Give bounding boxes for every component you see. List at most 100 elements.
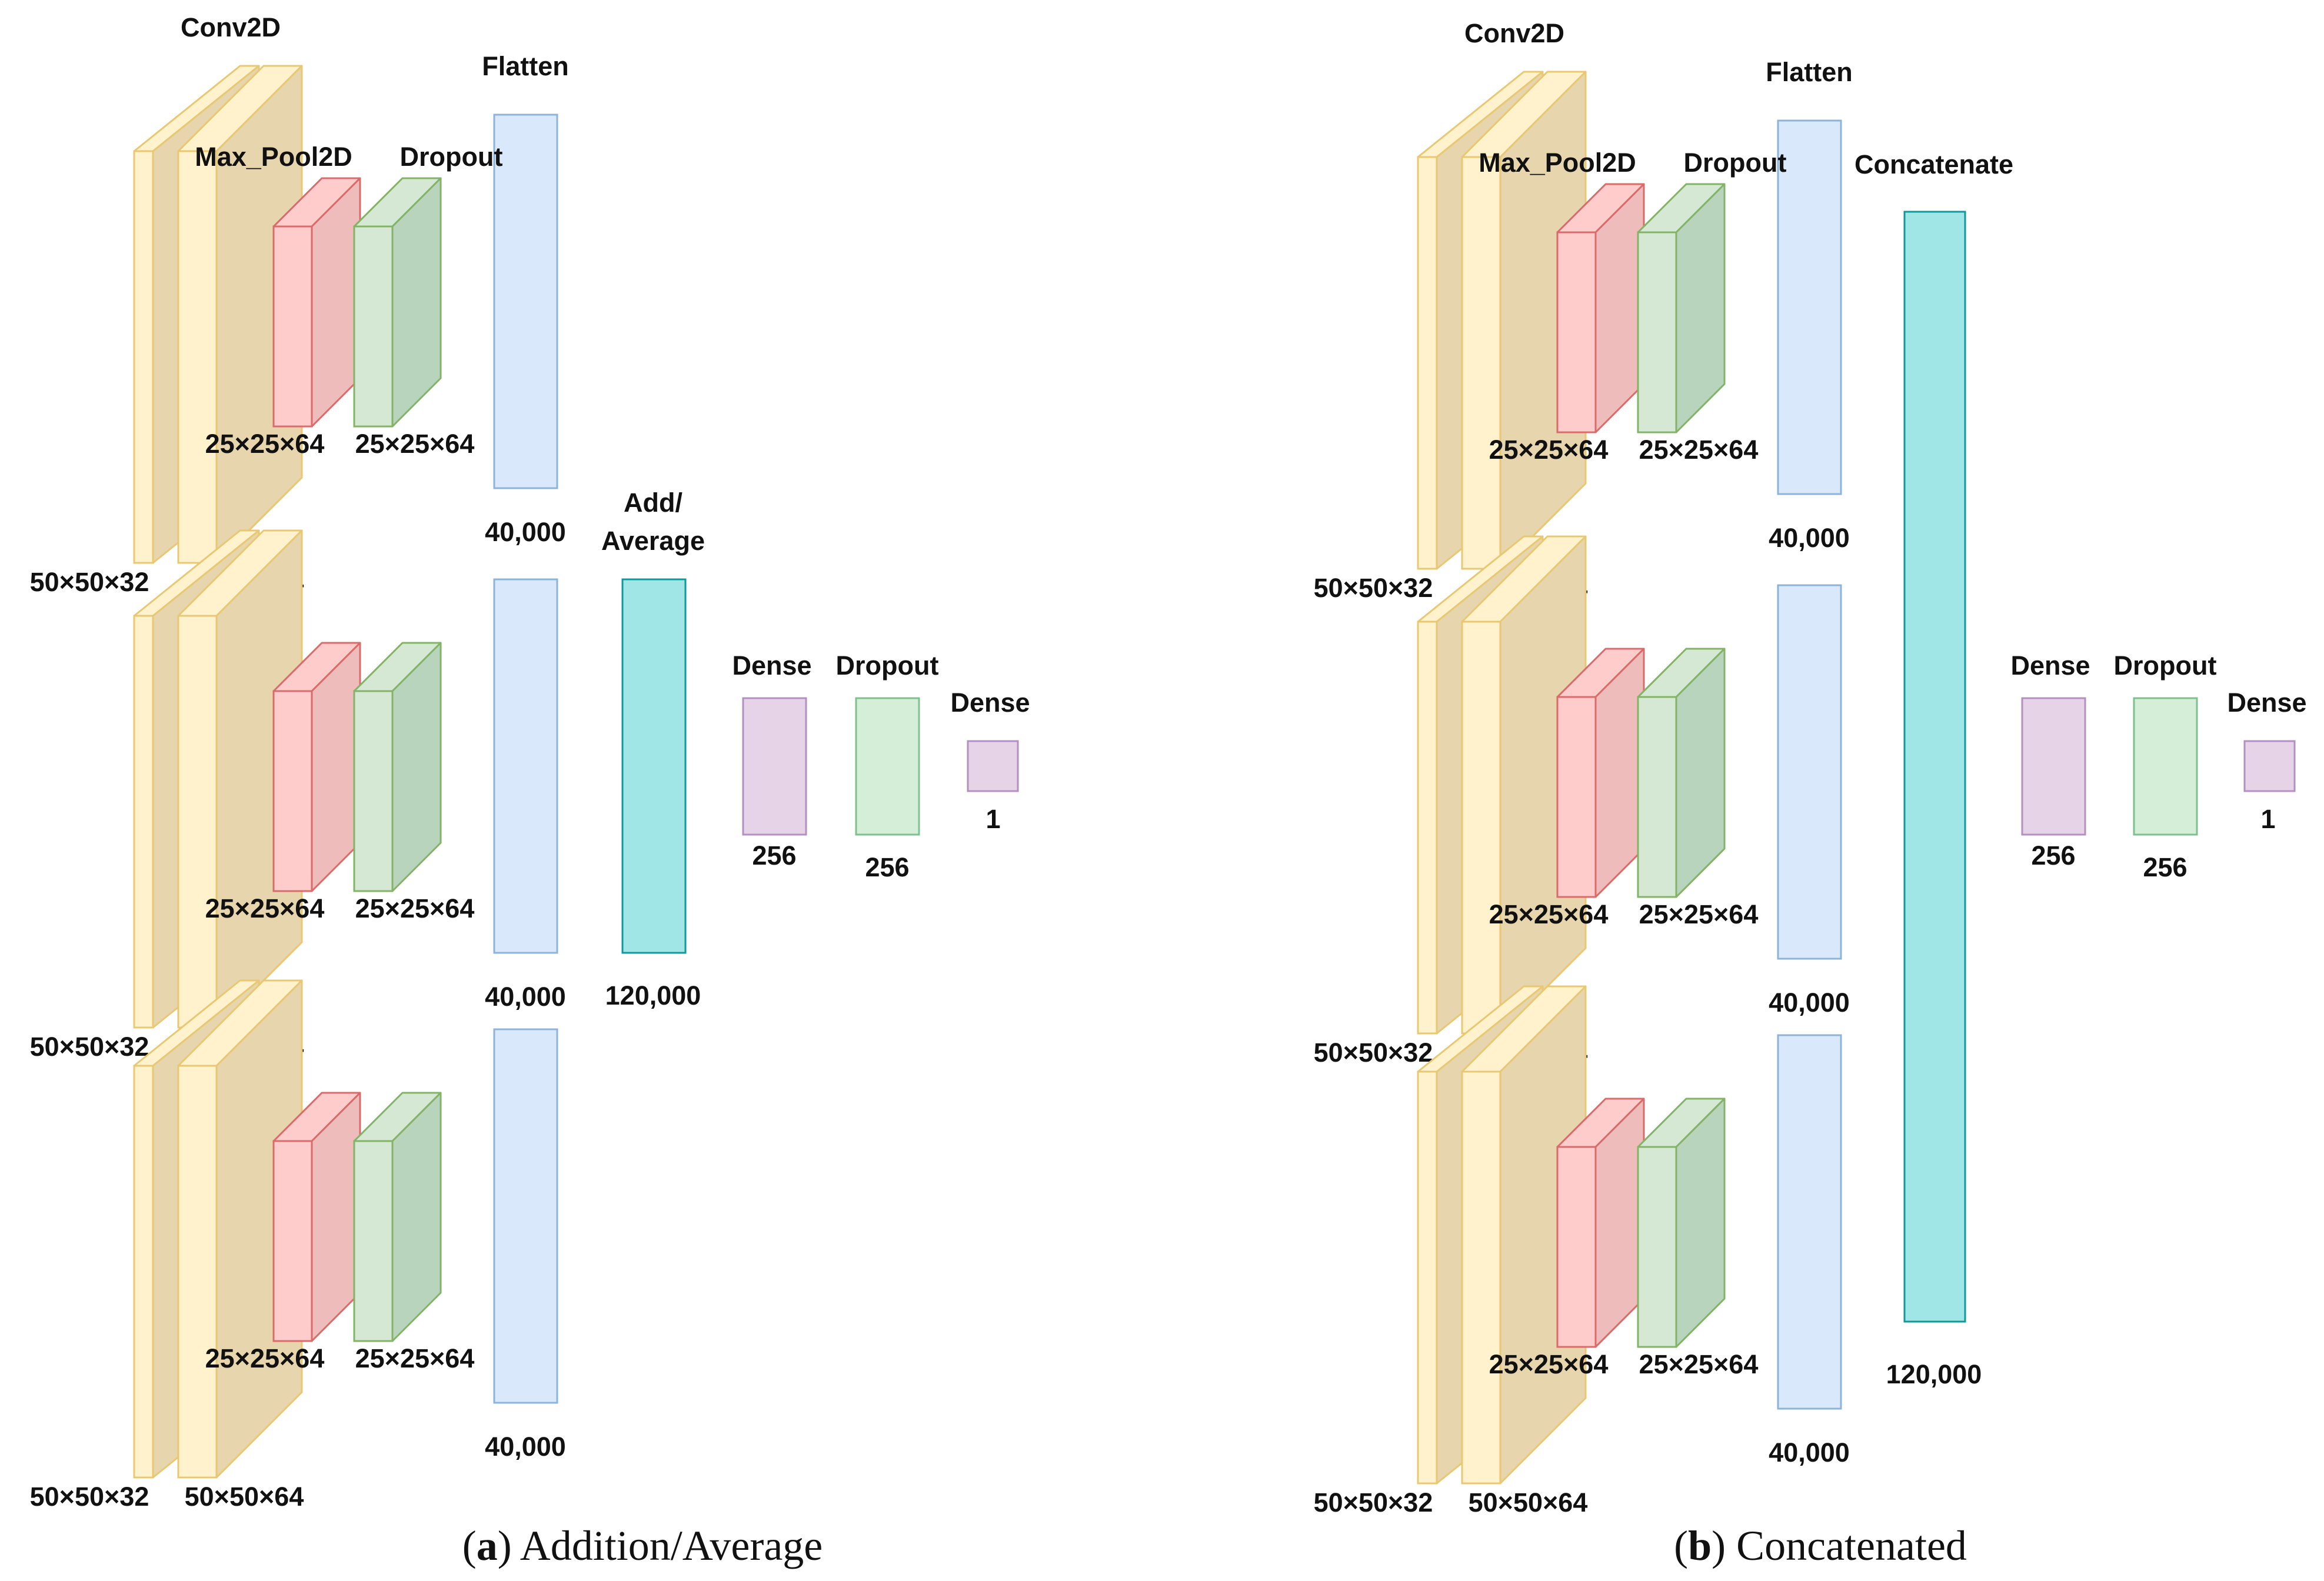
- layer-titles: Conv2D Max_Pool2D Dropout Flatten: [181, 12, 569, 172]
- dropout-size: 25×25×64: [1639, 899, 1759, 929]
- dense-1-layer: [967, 740, 1019, 792]
- dropout-title: Dropout: [1684, 148, 1787, 178]
- layer-titles: Conv2D Max_Pool2D Dropout Flatten: [1464, 18, 1853, 178]
- conv2d-2-size: 50×50×64: [1469, 1487, 1588, 1517]
- maxpool-layer: [272, 642, 361, 892]
- caption-a: (a) Addition/Average: [462, 1522, 823, 1569]
- dropout-256-title: Dropout: [836, 651, 939, 681]
- maxpool-size: 25×25×64: [1489, 899, 1609, 929]
- caption-text: Addition/Average: [520, 1522, 823, 1569]
- maxpool-layer: [1556, 1098, 1645, 1348]
- concatenate-layer: [1903, 211, 1966, 1323]
- merge-title-line2: Average: [601, 526, 705, 556]
- conv2d-title: Conv2D: [1464, 18, 1564, 48]
- dense-1-size: 1: [2260, 804, 2275, 834]
- dense-256-title: Dense: [732, 651, 811, 681]
- dropout-layer: [1637, 183, 1726, 433]
- dropout-title: Dropout: [400, 142, 503, 172]
- caption-letter: a: [477, 1522, 498, 1569]
- panel-a-head: Add/Average 120,000 Dense 256 Dropout 256 Dens…: [462, 488, 1030, 1569]
- conv2d-1-size: 50×50×32: [30, 567, 149, 597]
- panel-b-head: Concatenate 120,000 Dense 256 Dropout 256 Dens…: [1674, 149, 2306, 1569]
- add-average-layer: [621, 578, 687, 954]
- dense-1-title: Dense: [2227, 688, 2306, 718]
- dropout-layer: [1637, 1098, 1726, 1348]
- dropout-size: 25×25×64: [1639, 435, 1759, 465]
- maxpool-title: Max_Pool2D: [1479, 148, 1636, 178]
- flatten-size: 40,000: [1769, 988, 1850, 1018]
- maxpool-layer: [272, 177, 361, 428]
- conv2d-title: Conv2D: [181, 12, 281, 42]
- dense-1-size: 1: [985, 804, 1000, 834]
- flatten-size: 40,000: [485, 517, 566, 547]
- dropout-size: 25×25×64: [355, 893, 475, 923]
- dropout-layer: [353, 1092, 442, 1342]
- conv2d-1-size: 50×50×32: [1314, 1038, 1433, 1068]
- dropout-256-size: 256: [2143, 852, 2187, 882]
- conv2d-1-size: 50×50×32: [30, 1032, 149, 1062]
- flatten-layer: [493, 578, 558, 954]
- dense-256-title: Dense: [2010, 651, 2090, 681]
- maxpool-layer: [272, 1092, 361, 1342]
- conv2d-1-size: 50×50×32: [1314, 1487, 1433, 1517]
- flatten-title: Flatten: [482, 51, 569, 81]
- conv2d-layer-2: [177, 65, 303, 564]
- merge-size: 120,000: [1886, 1359, 1982, 1389]
- dropout-256-size: 256: [865, 852, 909, 882]
- maxpool-size: 25×25×64: [205, 893, 325, 923]
- flatten-layer: [493, 114, 558, 489]
- flatten-size: 40,000: [1769, 1437, 1850, 1467]
- flatten-layer: [1777, 1034, 1842, 1410]
- dense-256-size: 256: [2031, 840, 2075, 870]
- dropout-layer: [353, 177, 442, 428]
- merge-title-line1: Add/: [624, 488, 682, 518]
- maxpool-size: 25×25×64: [205, 429, 325, 459]
- panel-b: 50×50×32 50×50×64 25×25×64 25×25×64 40,000 50…: [1314, 18, 1853, 1517]
- maxpool-layer: [1556, 648, 1645, 898]
- dropout-256-layer: [855, 697, 920, 836]
- conv2d-1-size: 50×50×32: [1314, 573, 1433, 603]
- flatten-layer: [1777, 119, 1842, 495]
- merge-title: Concatenate: [1854, 149, 2013, 179]
- dense-256-layer: [742, 697, 807, 836]
- dense-256-size: 256: [752, 840, 796, 870]
- maxpool-layer: [1556, 183, 1645, 433]
- dropout-layer: [1637, 648, 1726, 898]
- dropout-256-title: Dropout: [2114, 651, 2217, 681]
- flatten-layer: [493, 1028, 558, 1404]
- conv2d-layer-2: [1461, 71, 1587, 570]
- dense-256-layer: [2021, 697, 2086, 836]
- conv2d-layer-2: [1461, 985, 1587, 1485]
- maxpool-size: 25×25×64: [1489, 435, 1609, 465]
- flatten-size: 40,000: [485, 982, 566, 1012]
- flatten-title: Flatten: [1766, 57, 1853, 87]
- flatten-size: 40,000: [485, 1432, 566, 1462]
- dropout-size: 25×25×64: [355, 429, 475, 459]
- dense-1-title: Dense: [950, 688, 1030, 718]
- conv2d-layer-2: [1461, 535, 1587, 1035]
- dropout-size: 25×25×64: [355, 1343, 475, 1373]
- branch-3: 50×50×32 50×50×64 25×25×64 25×25×64 40,000: [30, 979, 566, 1512]
- maxpool-size: 25×25×64: [1489, 1349, 1609, 1379]
- conv2d-layer-2: [177, 979, 303, 1479]
- caption-letter: b: [1688, 1522, 1712, 1569]
- panel-a: 50×50×3250×50×6425×25×6425×25×6440,00050…: [30, 12, 569, 1512]
- branch-3: 50×50×32 50×50×64 25×25×64 25×25×64 40,000: [1314, 985, 1850, 1517]
- dense-1-layer: [2243, 740, 2296, 792]
- dropout-256-layer: [2133, 697, 2198, 836]
- dropout-layer: [353, 642, 442, 892]
- maxpool-size: 25×25×64: [205, 1343, 325, 1373]
- flatten-layer: [1777, 584, 1842, 960]
- caption-b: (b) Concatenated: [1674, 1522, 1967, 1569]
- caption-text: Concatenated: [1736, 1522, 1967, 1569]
- conv2d-1-size: 50×50×32: [30, 1482, 149, 1512]
- maxpool-title: Max_Pool2D: [195, 142, 352, 172]
- conv2d-layer-2: [177, 529, 303, 1029]
- flatten-size: 40,000: [1769, 523, 1850, 553]
- conv2d-2-size: 50×50×64: [185, 1482, 304, 1512]
